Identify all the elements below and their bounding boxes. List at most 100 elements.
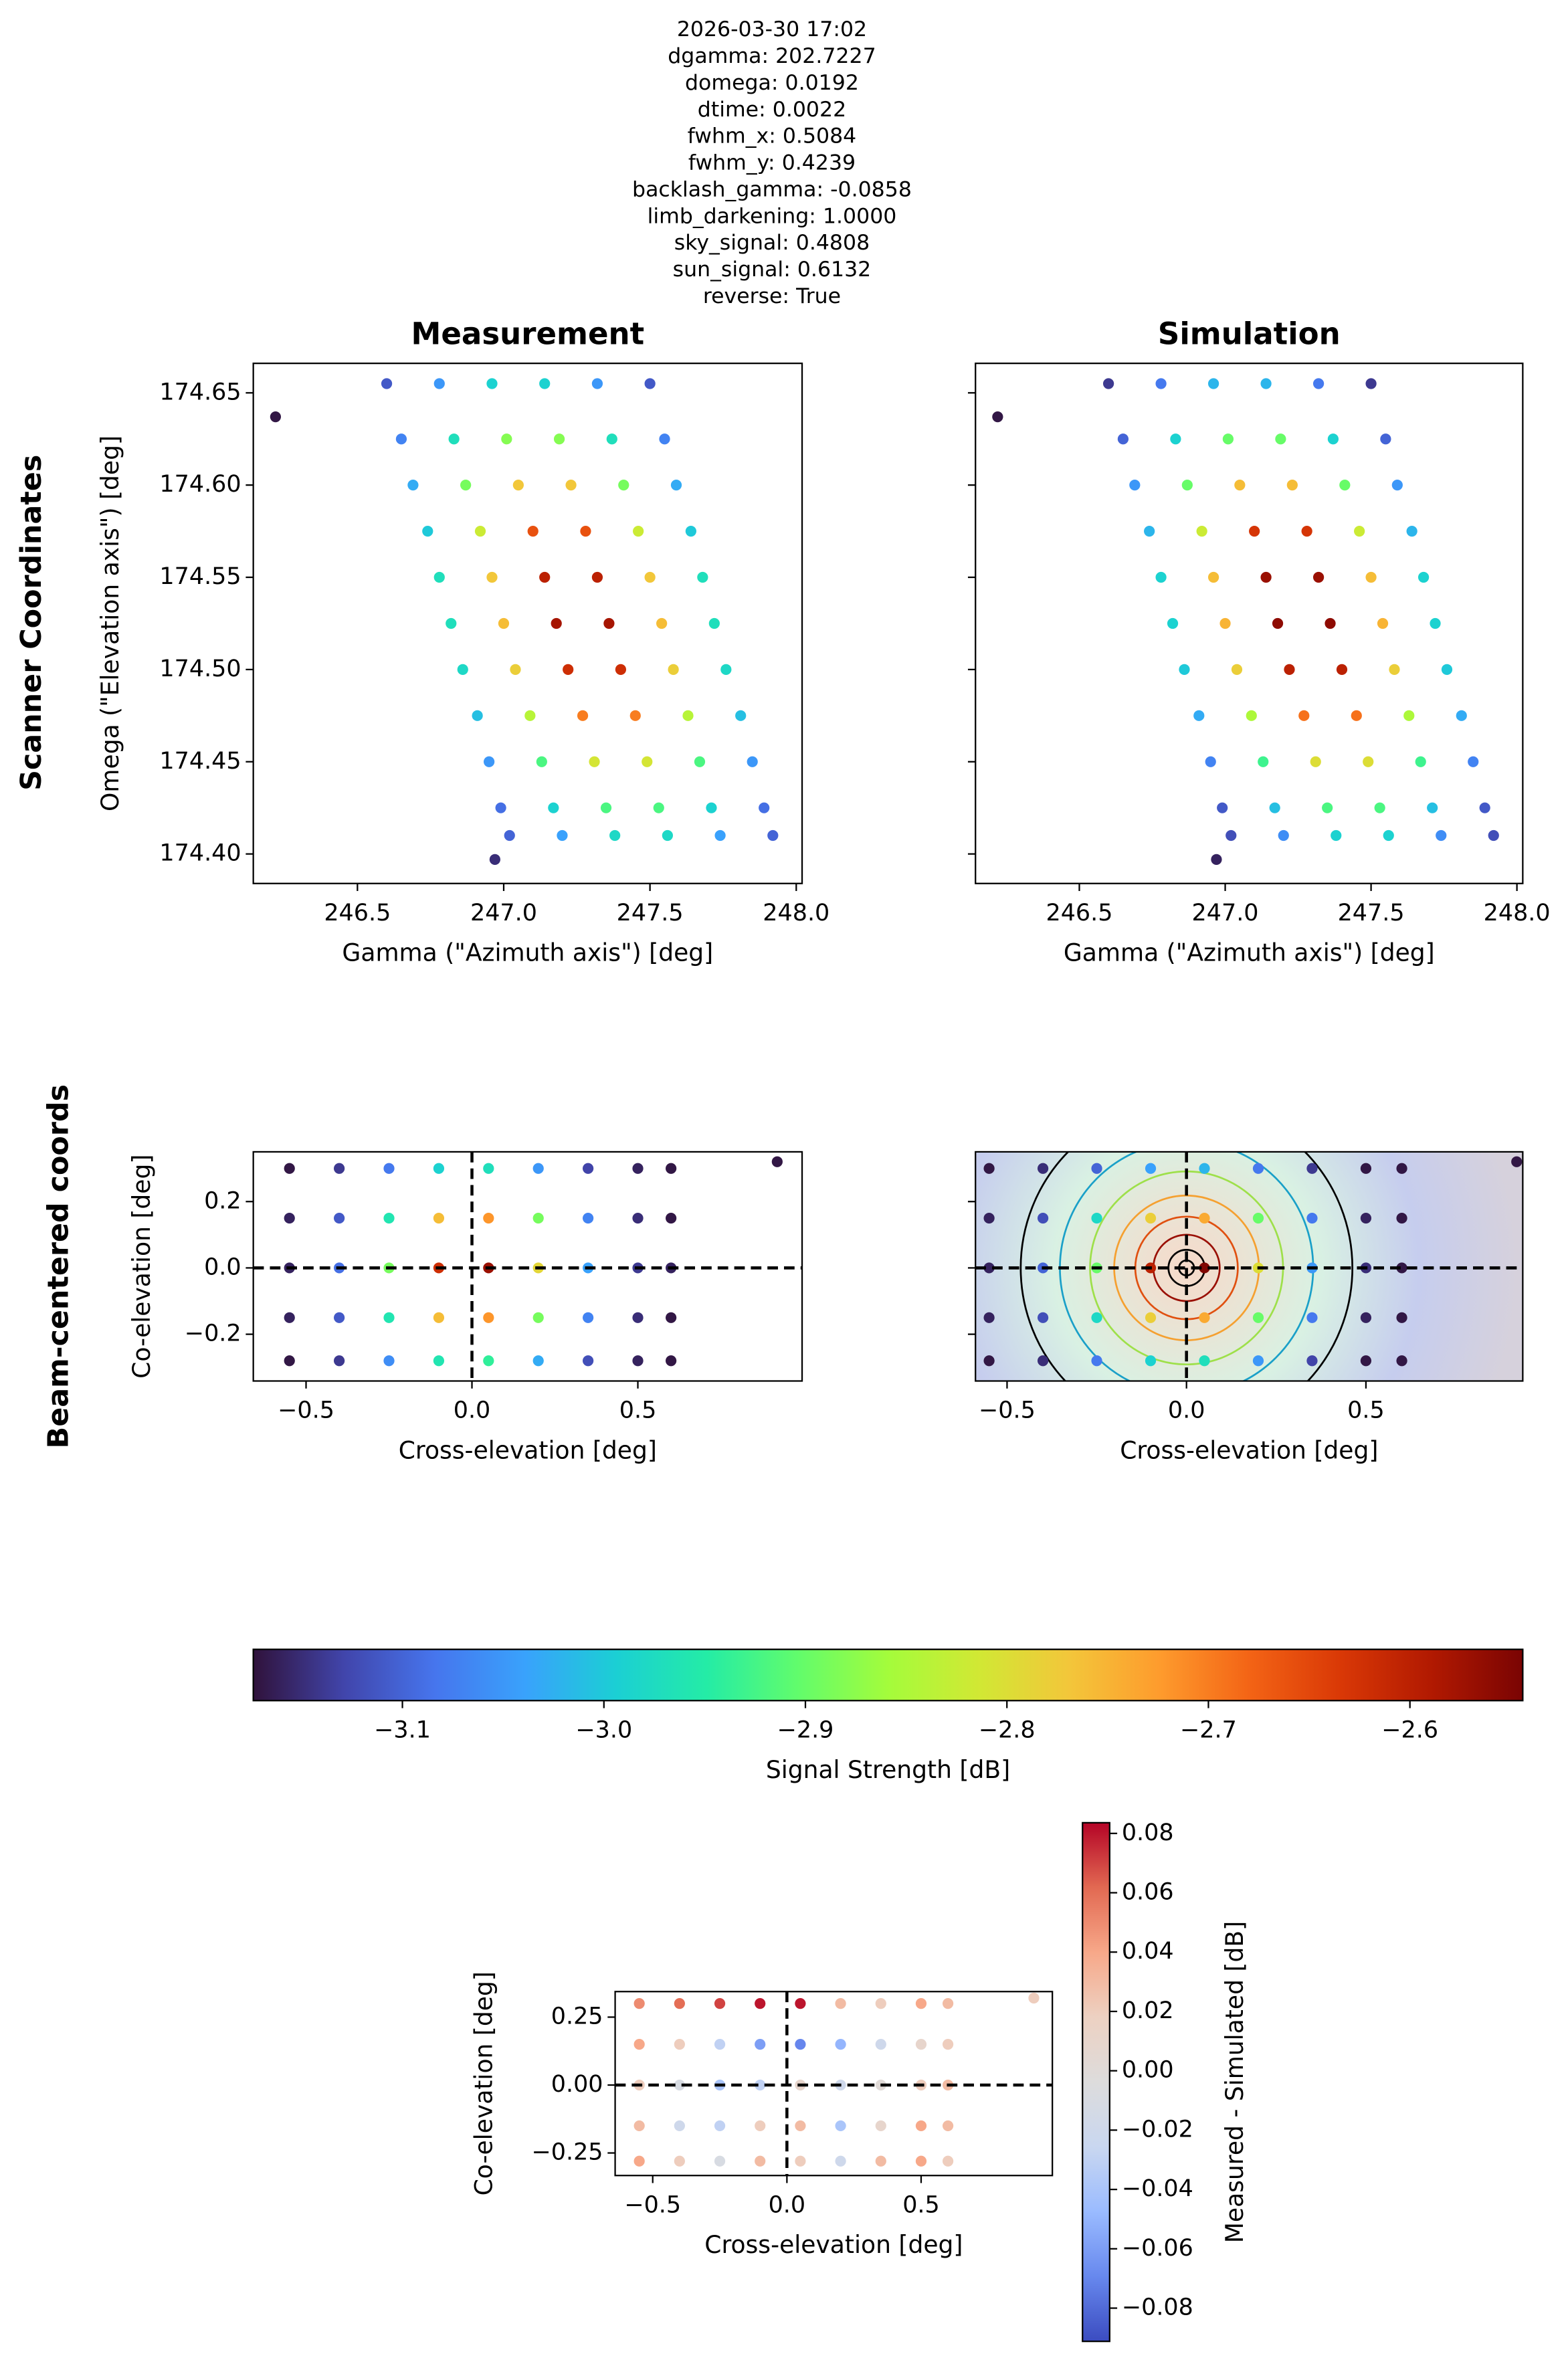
point [674,1998,685,2009]
plot-area [253,1151,803,1381]
header-line: domega: 0.0192 [685,71,859,95]
x-tick-label: 0.5 [619,1397,657,1424]
point [1037,1312,1049,1323]
point [795,2120,806,2132]
point [1207,378,1219,389]
point [1441,664,1453,676]
point [670,480,682,491]
point [1091,1355,1102,1367]
y-tick-label: 0.00 [551,2071,603,2098]
point [583,1212,594,1224]
point [1155,378,1167,389]
point [1037,1163,1049,1174]
point [1211,854,1222,866]
point [1252,1312,1264,1323]
point [603,617,615,629]
point [755,2155,766,2167]
point [1207,571,1219,583]
point [674,2038,685,2050]
point [407,480,419,491]
row-label: Scanner Coordinates [15,455,48,791]
colorbar-label: Signal Strength [dB] [766,1756,1010,1784]
point [446,617,457,629]
point [1199,1262,1210,1274]
axes-title: Measurement [411,316,645,352]
point [875,2155,886,2167]
x-axis-label: Cross-elevation [deg] [704,2231,963,2259]
colorbar-tick-label: −2.6 [1381,1716,1438,1743]
header-line: sun_signal: 0.6132 [673,258,872,282]
point [532,1355,544,1367]
point [1102,378,1114,389]
y-tick-label: 174.60 [159,471,241,498]
point [1181,480,1193,491]
point [580,525,591,537]
point [1488,829,1499,842]
point [383,1163,395,1174]
axes-frame [252,363,803,884]
point [557,829,568,842]
header-line: limb_darkening: 1.0000 [648,204,897,228]
header-line: 2026-03-30 17:02 [677,17,867,41]
point [1363,756,1374,767]
point [334,1212,345,1224]
colorbar-tick-label: −2.7 [1180,1716,1237,1743]
point [548,802,559,813]
point [1322,802,1333,813]
colorbar-tick-label: −2.8 [979,1716,1036,1743]
point [486,378,498,389]
point [1145,1312,1157,1323]
colorbar-tick-label: −3.0 [575,1716,632,1743]
point [284,1163,295,1174]
point [697,571,708,583]
point [694,756,706,767]
point [489,854,500,866]
point [1436,829,1447,842]
y-axis-label: Co-elevation [deg] [128,1155,156,1379]
point [759,802,770,813]
point [1144,525,1155,537]
point [1354,525,1365,537]
x-tick-label: 248.0 [1484,900,1551,926]
point [1037,1355,1049,1367]
point [714,829,726,842]
point [644,378,656,389]
point [992,411,1003,423]
point [591,571,603,583]
point [1301,525,1312,537]
point [1377,617,1389,629]
point [747,756,758,767]
point [1252,1355,1264,1367]
point [1374,802,1385,813]
point [1417,571,1430,583]
point [666,1212,677,1224]
point [583,1312,594,1323]
point [433,378,445,389]
point [983,1163,995,1174]
x-tick-label: 246.5 [1046,900,1112,926]
point [433,1355,445,1367]
point [942,2120,954,2132]
y-tick-label: 174.50 [159,656,241,682]
point [483,1312,494,1323]
point [755,1998,766,2009]
colorbar-tick-label: 0.04 [1122,1938,1174,1965]
point [583,1355,594,1367]
point [633,2038,645,2050]
point [983,1355,995,1367]
point [553,433,565,445]
x-tick-label: 246.5 [324,900,391,926]
colorbar-tick-label: 0.02 [1122,1997,1174,2024]
point [1360,1212,1372,1224]
point [498,617,510,629]
point [942,1998,954,2009]
point [632,1355,644,1367]
x-tick-label: −0.5 [979,1397,1036,1424]
point [1234,480,1246,491]
point [1091,1212,1102,1224]
point [642,756,653,767]
point [666,1312,677,1323]
point [1380,433,1391,445]
y-tick-label: 174.40 [159,840,241,867]
x-tick-label: 247.5 [1338,900,1405,926]
